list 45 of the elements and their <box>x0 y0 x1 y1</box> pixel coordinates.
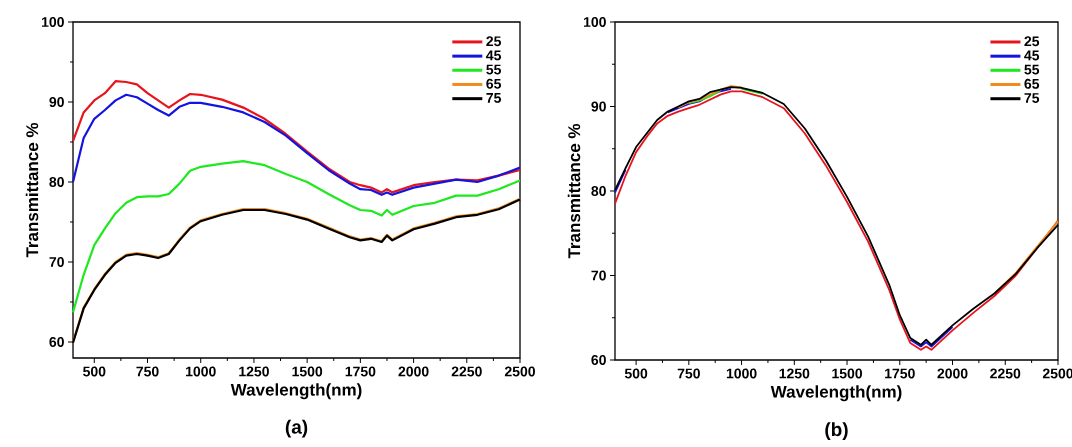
y-tick-label: 60 <box>591 355 606 365</box>
y-tick-label: 80 <box>49 177 64 187</box>
y-tick-label: 70 <box>49 257 64 267</box>
text: (b) <box>825 422 848 440</box>
legend-label: 25 <box>486 36 502 47</box>
x-tick-label: 1750 <box>345 366 376 377</box>
text: (a) <box>285 419 308 438</box>
y-tick-label: 100 <box>42 17 64 27</box>
x-tick-label: 1000 <box>726 368 757 379</box>
y-tick-label: 70 <box>591 270 606 281</box>
y-tick-label: 90 <box>49 97 64 107</box>
legend-label: 45 <box>486 50 502 61</box>
y-axis-title: Transmittance % <box>25 122 39 258</box>
y-tick-label: 90 <box>591 101 606 112</box>
x-tick-label: 500 <box>83 366 106 377</box>
y-tick-label: 80 <box>591 186 606 196</box>
x-tick-label: 1500 <box>292 366 323 377</box>
x-tick-label: 1250 <box>779 368 810 379</box>
legend-label: 25 <box>1024 36 1040 47</box>
x-tick-label: 1250 <box>239 366 269 377</box>
x-tick-label: 2000 <box>937 368 968 379</box>
legend-label: 65 <box>1024 78 1040 89</box>
x-tick-label: 2500 <box>1042 368 1072 379</box>
legend-label: 75 <box>1024 93 1040 103</box>
y-tick-label: 100 <box>583 17 606 27</box>
x-axis-title: Wavelength(nm) <box>230 383 362 400</box>
x-tick-label: 2250 <box>990 368 1021 379</box>
x-tick-label: 2000 <box>398 366 429 377</box>
x-tick-label: 2250 <box>451 366 482 377</box>
x-tick-label: 2500 <box>504 366 535 377</box>
x-tick-label: 1500 <box>832 368 863 379</box>
x-axis-title: Wavelength(nm) <box>770 385 902 402</box>
legend-label: 55 <box>1024 64 1040 75</box>
x-tick-label: 1750 <box>885 368 915 379</box>
x-tick-label: 750 <box>136 366 159 377</box>
legend-label: 75 <box>486 93 502 103</box>
legend-label: 55 <box>486 64 502 75</box>
legend-label: 45 <box>1024 50 1040 61</box>
x-tick-label: 500 <box>624 368 648 379</box>
x-tick-label: 1000 <box>186 366 216 377</box>
legend-label: 65 <box>486 78 502 89</box>
x-tick-label: 750 <box>677 368 700 379</box>
y-axis-title: Transmittance % <box>567 123 581 259</box>
line-series <box>71 160 522 314</box>
y-tick-label: 60 <box>49 337 64 347</box>
